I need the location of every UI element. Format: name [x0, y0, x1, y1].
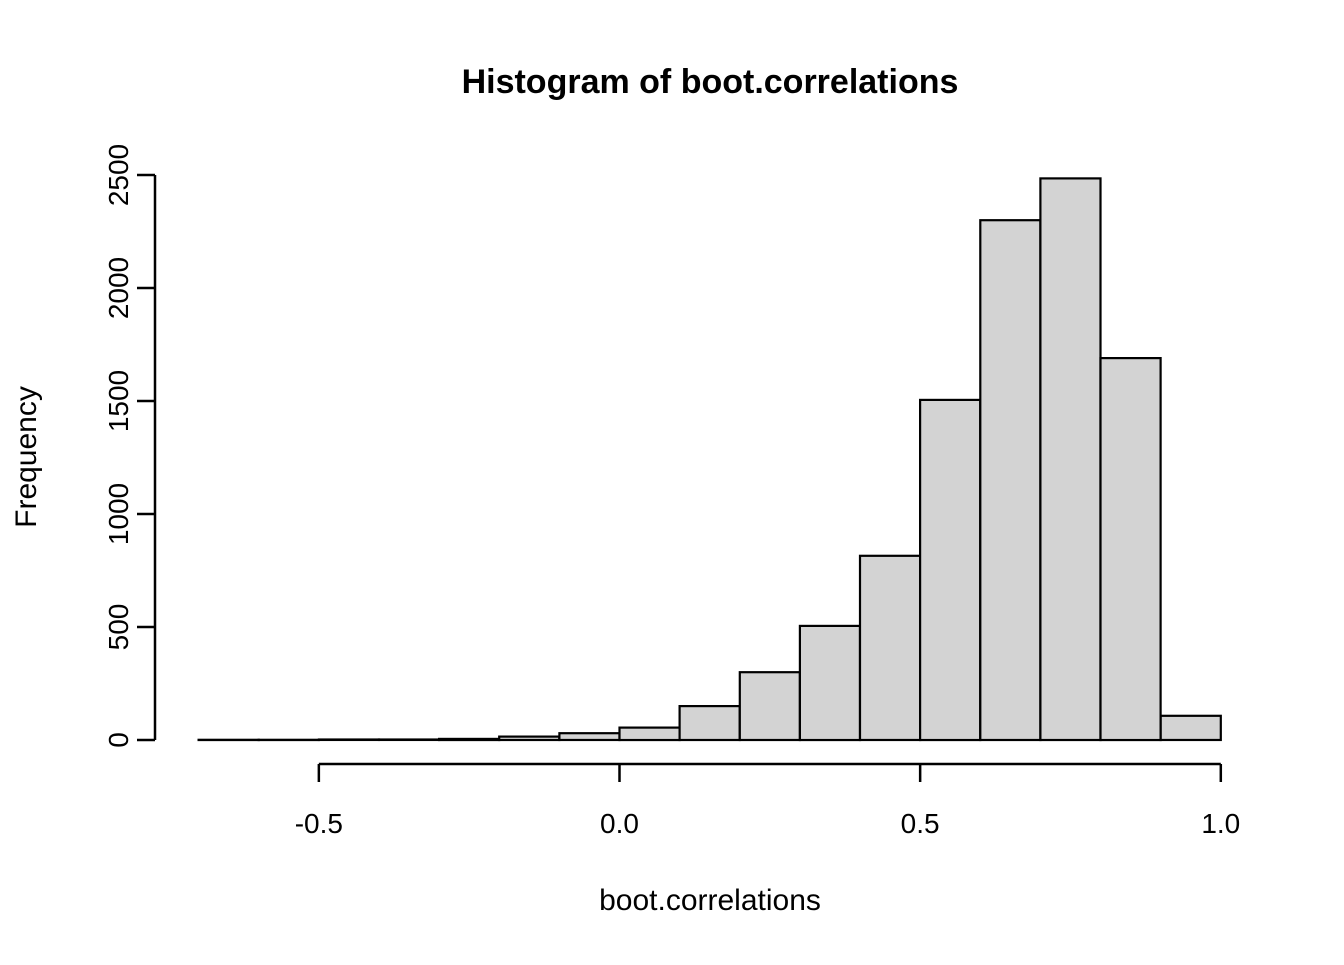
x-tick-label: 0.0 [600, 808, 639, 839]
histogram-bar [1161, 716, 1221, 740]
histogram-bar [920, 400, 980, 740]
histogram-bar [860, 556, 920, 740]
histogram-bar [740, 672, 800, 740]
chart-title: Histogram of boot.correlations [462, 63, 959, 101]
histogram-bar [1101, 358, 1161, 740]
y-tick-label: 1500 [103, 370, 134, 432]
histogram-bar [439, 739, 499, 740]
y-tick-label: 0 [103, 732, 134, 748]
histogram-bar [559, 733, 619, 740]
x-axis-label: boot.correlations [599, 884, 821, 917]
y-tick-label: 2500 [103, 144, 134, 206]
y-tick-label: 1000 [103, 483, 134, 545]
x-tick-label: 0.5 [901, 808, 940, 839]
histogram-bar [1040, 178, 1100, 740]
x-tick-label: -0.5 [295, 808, 343, 839]
y-axis: 0 500 1000 1500 2000 2500 [103, 144, 155, 748]
histogram-bar [980, 220, 1040, 740]
y-tick-label: 2000 [103, 257, 134, 319]
histogram-bar [800, 626, 860, 740]
x-axis: -0.5 0.0 0.5 1.0 [295, 764, 1241, 839]
histogram-bar [499, 737, 559, 740]
histogram-bar [620, 728, 680, 740]
y-tick-label: 500 [103, 604, 134, 651]
y-axis-label: Frequency [10, 386, 43, 528]
bars-group [199, 178, 1221, 740]
histogram-bar [680, 706, 740, 740]
x-tick-label: 1.0 [1201, 808, 1240, 839]
